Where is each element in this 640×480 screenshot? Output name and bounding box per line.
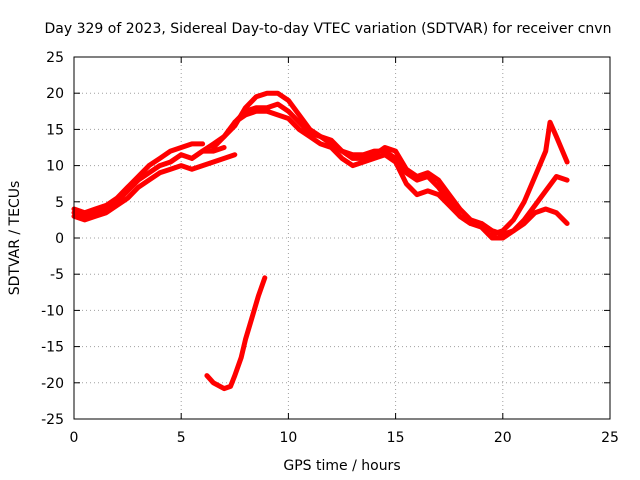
series-line-track-7 — [489, 119, 570, 237]
y-tick-label: -15 — [41, 340, 64, 356]
x-tick-label: 15 — [387, 430, 405, 446]
y-tick-label: -20 — [41, 376, 64, 392]
y-tick-label: -25 — [41, 412, 64, 428]
grid-lines — [74, 57, 610, 419]
data-series-layer — [71, 90, 570, 392]
series-line-track-6 — [232, 108, 570, 241]
x-tick-label: 25 — [601, 430, 619, 446]
series-line-track-8 — [204, 275, 268, 392]
y-tick-label: 25 — [46, 50, 64, 66]
y-tick-label: 15 — [46, 122, 64, 138]
y-tick-label: -10 — [41, 303, 64, 319]
y-tick-label: 0 — [55, 231, 64, 247]
chart-title: Day 329 of 2023, Sidereal Day-to-day VTE… — [45, 21, 612, 37]
y-tick-label: 20 — [46, 86, 64, 102]
x-tick-label: 5 — [177, 430, 186, 446]
y-tick-label: 5 — [55, 195, 64, 211]
x-axis-label: GPS time / hours — [283, 458, 400, 474]
series-line-track-3 — [71, 152, 238, 223]
x-tick-label: 10 — [279, 430, 297, 446]
x-tick-label: 0 — [70, 430, 79, 446]
x-tick-label: 20 — [494, 430, 512, 446]
series-line-track-2 — [71, 141, 206, 216]
y-tick-label: 10 — [46, 159, 64, 175]
y-axis-label: SDTVAR / TECUs — [7, 181, 23, 296]
axis-ticks: 0 5 10 15 20 25 -25 -20 -15 -10 -5 0 5 10 15 20 25 — [41, 50, 619, 446]
y-tick-label: -5 — [50, 267, 64, 283]
